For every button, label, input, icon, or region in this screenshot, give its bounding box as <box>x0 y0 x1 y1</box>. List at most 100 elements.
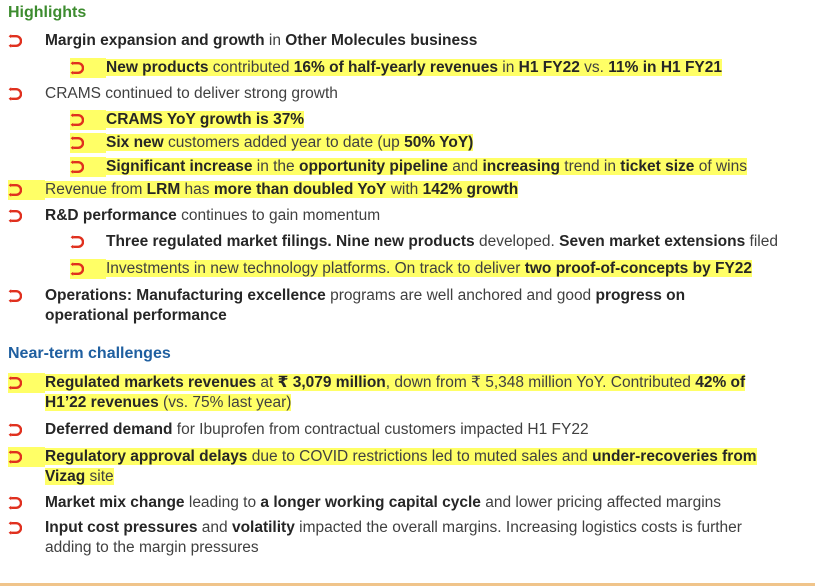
bold-text: 11% in H1 FY21 <box>608 59 722 76</box>
plain-text: in <box>497 59 519 76</box>
highlight-item: CRAMS YoY growth is 37% <box>0 110 815 132</box>
bold-text: ₹ 3,079 million <box>277 374 386 391</box>
curved-arrow-bullet-icon <box>8 180 45 200</box>
highlight-item: CRAMS continued to deliver strong growth <box>0 84 815 106</box>
highlight-item: Significant increase in the opportunity … <box>0 157 815 179</box>
highlight-item-text: R&D performance continues to gain moment… <box>45 206 380 226</box>
bold-text: increasing <box>482 158 560 175</box>
curved-arrow-bullet-icon <box>70 232 88 255</box>
bold-text: opportunity pipeline <box>298 158 448 175</box>
highlight-item-text: Operations: Manufacturing excellence pro… <box>45 286 770 326</box>
challenge-item-text: Market mix change leading to a longer wo… <box>45 493 721 513</box>
plain-text: leading to <box>184 494 261 511</box>
bold-text: 42% of H1’22 revenues <box>45 374 746 411</box>
bold-text: R&D performance <box>45 207 177 224</box>
plain-text: in <box>264 32 286 49</box>
highlight-item-text: CRAMS continued to deliver strong growth <box>45 84 338 104</box>
bold-text: Input cost pressures <box>45 519 198 536</box>
challenge-item: Regulatory approval delays due to COVID … <box>0 447 815 489</box>
curved-arrow-bullet-icon <box>70 133 106 153</box>
challenge-item: Input cost pressures and volatility impa… <box>0 518 815 560</box>
plain-text: customers added year to date (up <box>163 134 405 151</box>
plain-text: in the <box>252 158 299 175</box>
challenge-item-text: Regulated markets revenues at ₹ 3,079 mi… <box>45 373 760 413</box>
plain-text: and lower pricing affected margins <box>480 494 722 511</box>
highlight-item: New products contributed 16% of half-yea… <box>0 58 815 80</box>
bold-text: a longer working capital cycle <box>260 494 481 511</box>
bold-text: ticket size <box>620 158 695 175</box>
curved-arrow-bullet-icon <box>8 31 26 54</box>
plain-text: CRAMS continued to deliver strong growth <box>45 85 338 102</box>
bold-text: two proof-of-concepts by FY22 <box>524 260 753 277</box>
curved-arrow-bullet-icon <box>70 259 106 279</box>
bold-text: H1 FY22 <box>518 59 580 76</box>
plain-text: continues to gain momentum <box>176 207 381 224</box>
highlight-item-text: Three regulated market filings. Nine new… <box>106 232 778 252</box>
highlight-item-text: Six new customers added year to date (up… <box>106 133 474 153</box>
plain-text: trend in <box>559 158 621 175</box>
highlight-item-text: New products contributed 16% of half-yea… <box>106 58 722 78</box>
highlight-item: Revenue from LRM has more than doubled Y… <box>0 180 815 202</box>
plain-text: and <box>447 158 483 175</box>
bold-text: Operations: Manufacturing excellence <box>45 287 326 304</box>
bold-text: Regulatory approval delays <box>45 448 248 465</box>
challenges-heading: Near-term challenges <box>8 345 171 362</box>
bold-text: under-recoveries from Vizag <box>45 448 757 485</box>
highlight-item: Three regulated market filings. Nine new… <box>0 232 815 254</box>
highlights-heading: Highlights <box>8 4 87 21</box>
plain-text: due to COVID restrictions led to muted s… <box>247 448 593 465</box>
plain-text: has <box>180 181 214 198</box>
curved-arrow-bullet-icon <box>8 493 26 516</box>
challenge-item-text: Regulatory approval delays due to COVID … <box>45 447 765 487</box>
bold-text: Significant increase <box>106 158 253 175</box>
plain-text: (vs. 75% last year) <box>158 394 292 411</box>
plain-text: developed. <box>474 233 560 250</box>
bold-text: Margin expansion and growth <box>45 32 265 49</box>
plain-text: , down from ₹ 5,348 million YoY. Contrib… <box>385 374 696 391</box>
bold-text: Six new <box>106 134 164 151</box>
highlight-item: Operations: Manufacturing excellence pro… <box>0 286 815 328</box>
curved-arrow-bullet-icon <box>8 420 26 443</box>
highlight-item-text: Margin expansion and growth in Other Mol… <box>45 31 477 51</box>
bold-text: 50% YoY) <box>404 134 474 151</box>
highlight-item-text: CRAMS YoY growth is 37% <box>106 110 305 130</box>
plain-text: of wins <box>694 158 747 175</box>
curved-arrow-bullet-icon <box>70 157 106 177</box>
plain-text: at <box>256 374 278 391</box>
bold-text: volatility <box>231 519 295 536</box>
challenge-item: Regulated markets revenues at ₹ 3,079 mi… <box>0 373 815 415</box>
curved-arrow-bullet-icon <box>8 286 26 309</box>
bold-text: Deferred demand <box>45 421 173 438</box>
bold-text: 142% growth <box>422 181 519 198</box>
plain-text: Investments in new technology platforms.… <box>106 260 525 277</box>
challenge-item-text: Input cost pressures and volatility impa… <box>45 518 760 558</box>
bold-text: progress on operational performance <box>45 287 686 324</box>
bold-text: LRM <box>146 181 181 198</box>
highlight-item-text: Investments in new technology platforms.… <box>106 259 753 279</box>
bold-text: Other Molecules business <box>285 32 478 49</box>
bold-text: CRAMS YoY growth is 37% <box>106 111 305 128</box>
bold-text: Seven market extensions <box>559 233 746 250</box>
curved-arrow-bullet-icon <box>8 84 26 107</box>
plain-text: with <box>386 181 423 198</box>
bold-text: 16% of half-yearly revenues <box>293 59 498 76</box>
curved-arrow-bullet-icon <box>8 447 45 467</box>
bold-text: Market mix change <box>45 494 185 511</box>
challenge-item-text: Deferred demand for Ibuprofen from contr… <box>45 420 589 440</box>
plain-text: vs. <box>579 59 609 76</box>
plain-text: Revenue from <box>45 181 147 198</box>
curved-arrow-bullet-icon <box>8 518 26 541</box>
highlight-item: Investments in new technology platforms.… <box>0 259 815 281</box>
plain-text: programs are well anchored and good <box>325 287 596 304</box>
bold-text: Three regulated market filings. Nine new… <box>106 233 475 250</box>
highlight-item: Margin expansion and growth in Other Mol… <box>0 31 815 53</box>
bold-text: New products <box>106 59 209 76</box>
highlight-item: R&D performance continues to gain moment… <box>0 206 815 228</box>
plain-text: site <box>85 468 114 485</box>
bold-text: more than doubled YoY <box>213 181 387 198</box>
curved-arrow-bullet-icon <box>8 373 45 393</box>
plain-text: impacted the overall margins. Increasing… <box>45 519 742 556</box>
highlight-item-text: Significant increase in the opportunity … <box>106 157 747 177</box>
plain-text: and <box>197 519 232 536</box>
highlight-item-text: Revenue from LRM has more than doubled Y… <box>45 180 519 200</box>
